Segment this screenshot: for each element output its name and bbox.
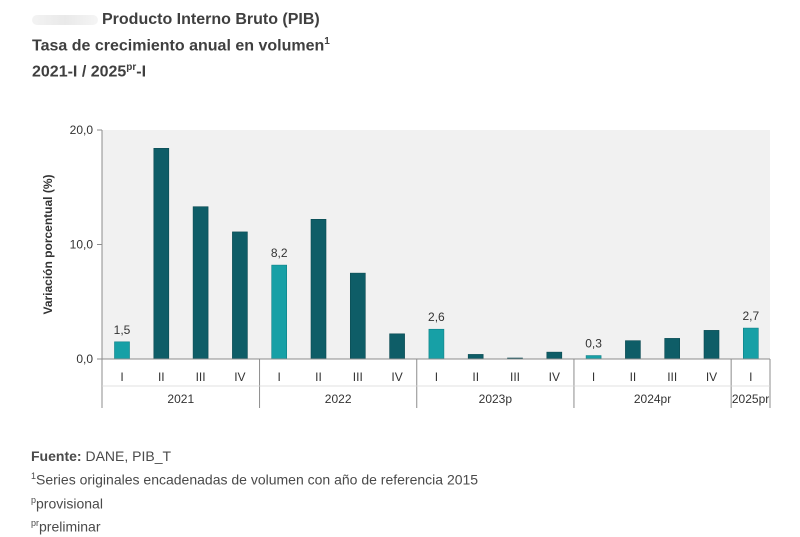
footnote-1-text: Series originales encadenadas de volumen…	[36, 471, 479, 488]
bar	[742, 327, 759, 360]
category-label: II	[472, 370, 479, 384]
category-label: IV	[391, 370, 402, 384]
footnote-p-text: provisional	[36, 495, 103, 512]
footnote-pr-mark: pr	[31, 518, 40, 529]
chart-subtitle: Tasa de crecimiento anual en volumen1	[32, 31, 330, 57]
bar	[664, 338, 681, 360]
y-tick-label: 10,0	[70, 238, 94, 252]
bar	[114, 341, 130, 360]
bar	[467, 354, 484, 360]
category-label: IV	[234, 370, 245, 384]
bar	[271, 264, 288, 360]
bar	[192, 206, 209, 360]
bar	[389, 333, 405, 360]
chart-title: Producto Interno Bruto (PIB)	[32, 9, 330, 31]
period-text-b: -I	[136, 63, 147, 81]
bar	[349, 272, 366, 360]
bar	[625, 340, 641, 360]
bar	[585, 355, 602, 360]
plot-background	[102, 130, 770, 359]
category-label: III	[196, 370, 206, 384]
footnotes: Fuente: DANE, PIB_T 1Series originales e…	[31, 446, 478, 537]
bar	[546, 351, 563, 360]
subtitle-text: Tasa de crecimiento anual en volumen	[32, 37, 325, 55]
y-tick-label: 20,0	[70, 123, 94, 137]
bar	[153, 148, 170, 360]
bar	[232, 231, 248, 360]
bar	[703, 330, 720, 360]
category-label: IV	[706, 370, 717, 384]
category-label: I	[749, 370, 752, 384]
category-label: I	[592, 370, 595, 384]
group-label: 2023p	[479, 392, 513, 406]
footnote-1: 1Series originales encadenadas de volume…	[31, 466, 478, 490]
category-label: II	[158, 370, 165, 384]
category-label: II	[630, 370, 637, 384]
logo-smudge	[32, 14, 98, 25]
axes-group	[97, 129, 771, 408]
category-label: I	[278, 370, 281, 384]
bar	[428, 328, 445, 360]
category-label: II	[315, 370, 322, 384]
footnote-pr: prpreliminar	[31, 513, 478, 537]
data-label: 1,5	[114, 323, 131, 337]
category-label: III	[353, 370, 363, 384]
y-axis-title: Variación porcentual (%)	[41, 174, 55, 314]
footnote-pr-text: preliminar	[39, 518, 101, 535]
labels-group: 1,5I II III IV8,2I II III IV2,6I II III IV0,3I II I…	[41, 123, 769, 406]
footnote-p: pprovisional	[31, 490, 478, 514]
footnote-1-mark: 1	[31, 471, 37, 481]
title-line-1: Producto Interno Bruto (PIB)	[102, 11, 320, 28]
category-label: III	[510, 370, 520, 384]
category-label: III	[667, 370, 677, 384]
data-label: 8,2	[271, 246, 288, 260]
subtitle-footnote-mark: 1	[324, 36, 330, 47]
bar-chart: 1,5I II III IV8,2I II III IV2,6I II III IV0,3I II I…	[41, 123, 771, 408]
bar	[310, 219, 327, 360]
group-label: 2025pr	[732, 392, 769, 406]
chart-period: 2021-I / 2025pr-I	[32, 57, 330, 83]
chart-title-block: Producto Interno Bruto (PIB) Tasa de cre…	[32, 9, 330, 84]
period-text-a: 2021-I / 2025	[32, 63, 127, 81]
category-label: IV	[549, 370, 560, 384]
data-label: 2,7	[742, 309, 759, 323]
footnote-p-mark: p	[31, 494, 37, 505]
category-label: I	[435, 370, 438, 384]
y-tick-label: 0,0	[76, 352, 93, 366]
group-label: 2022	[325, 392, 352, 406]
group-label: 2021	[167, 392, 194, 406]
source-note: Fuente: DANE, PIB_T	[31, 446, 478, 466]
data-label: 0,3	[585, 337, 602, 351]
source-text: DANE, PIB_T	[81, 448, 172, 464]
group-label: 2024pr	[634, 392, 671, 406]
bars-group	[114, 148, 759, 360]
period-sup: pr	[126, 62, 137, 74]
source-label: Fuente:	[31, 448, 82, 464]
data-label: 2,6	[428, 310, 445, 324]
category-label: I	[120, 370, 123, 384]
